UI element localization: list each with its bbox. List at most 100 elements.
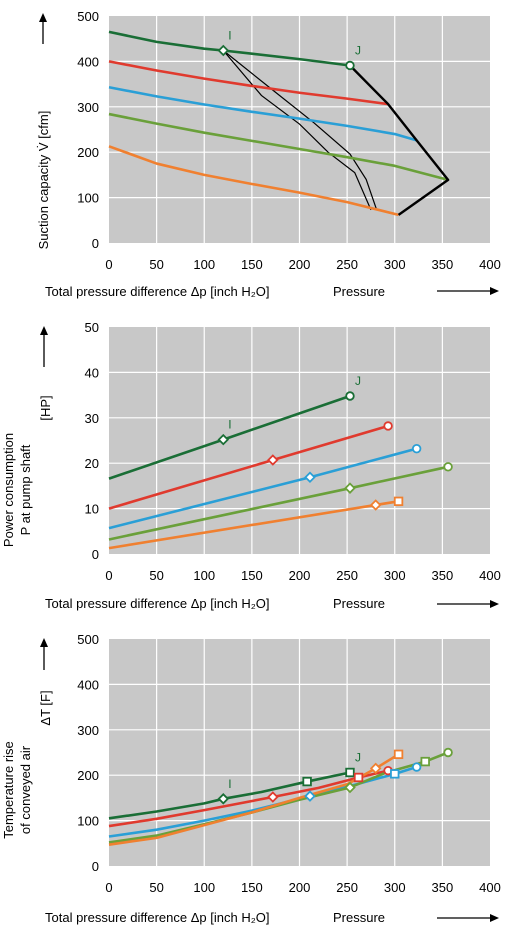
chart-panel-2: 0 50 100 150 200 250 300 350 400 0 10 20 30 40 50 Power…	[1, 320, 501, 611]
x-tick-label: 150	[241, 880, 263, 895]
x-tick-label: 100	[193, 880, 215, 895]
y-axis-unit: ΔT [F]	[38, 690, 53, 725]
x-tick-label: 400	[479, 568, 501, 583]
marker-circle	[411, 443, 422, 454]
marker-diamond	[217, 44, 230, 57]
x-tick-label: 200	[289, 568, 311, 583]
marker-diamond	[369, 762, 382, 775]
marker-diamond	[344, 482, 356, 494]
series-line-4	[108, 112, 449, 182]
marker-diamond	[344, 781, 356, 794]
y-arrow-head	[40, 326, 48, 335]
y-arrow-head	[40, 638, 48, 647]
y-tick-label: 10	[85, 502, 99, 517]
marker-square	[420, 756, 430, 767]
x-arrow-head	[490, 600, 499, 608]
y-tick-label: 50	[85, 320, 99, 335]
x-tick-label: 300	[384, 880, 406, 895]
marker-circle	[411, 762, 422, 772]
x-tick-label: 0	[105, 568, 112, 583]
x-tick-label: 300	[384, 568, 406, 583]
x-tick-label: 100	[193, 257, 215, 272]
marker-label: I	[228, 777, 231, 791]
marker-label: I	[228, 418, 231, 432]
marker-square	[302, 776, 312, 787]
series-line-5	[108, 753, 400, 846]
y-tick-label: 0	[92, 859, 99, 874]
marker-square	[393, 749, 404, 760]
y-tick-label: 400	[77, 54, 99, 69]
x-tick-label: 0	[105, 880, 112, 895]
x-tick-label: 50	[149, 880, 163, 895]
x-tick-label: 200	[289, 880, 311, 895]
x-tick-label: 350	[432, 880, 454, 895]
y-tick-label: 40	[85, 365, 99, 380]
marker-diamond	[267, 454, 279, 466]
marker-label: J	[355, 374, 361, 388]
x-tick-label: 400	[479, 880, 501, 895]
marker-circle	[443, 747, 453, 758]
y-tick-label: 30	[85, 411, 99, 426]
x-arrow-head	[490, 914, 499, 922]
x-tick-label: 400	[479, 257, 501, 272]
x-axis-label: Total pressure difference Δp [inch H₂O]	[45, 596, 270, 611]
y-tick-label: 300	[77, 100, 99, 115]
y-tick-label: 500	[77, 9, 99, 24]
marker-square	[390, 769, 400, 779]
y-axis-label: Suction capacity V̇ [cfm]	[36, 111, 51, 250]
x-axis-label: Total pressure difference Δp [inch H₂O]	[45, 284, 270, 299]
marker-circle	[345, 60, 355, 71]
marker-diamond	[217, 793, 230, 805]
x-tick-label: 0	[105, 257, 112, 272]
y-tick-label: 100	[77, 191, 99, 206]
x-tick-label: 350	[432, 257, 454, 272]
y-axis-label: Temperature rise of conveyed air	[1, 741, 33, 839]
x-axis-label: Total pressure difference Δp [inch H₂O]	[45, 910, 270, 925]
y-tick-label: 20	[85, 456, 99, 471]
x-tick-label: 300	[384, 257, 406, 272]
y-tick-label: 200	[77, 145, 99, 160]
x-tick-label: 250	[336, 568, 358, 583]
operating-envelope	[349, 64, 450, 216]
x-direction-label: Pressure	[333, 284, 385, 299]
iso-line	[222, 50, 378, 211]
marker-diamond	[217, 433, 230, 446]
iso-line	[222, 50, 372, 211]
x-tick-label: 150	[241, 257, 263, 272]
x-tick-label: 150	[241, 568, 263, 583]
series-line-4	[108, 751, 449, 844]
marker-label: J	[355, 43, 361, 57]
marker-circle	[345, 391, 355, 401]
x-tick-label: 350	[432, 568, 454, 583]
marker-circle	[383, 421, 393, 431]
y-axis-label: Power consumption P at pump shaft	[1, 433, 33, 547]
y-tick-label: 100	[77, 814, 99, 829]
y-axis-unit: [HP]	[38, 395, 53, 420]
x-tick-label: 250	[336, 257, 358, 272]
x-tick-label: 50	[149, 568, 163, 583]
marker-label: J	[355, 750, 361, 764]
y-tick-label: 200	[77, 768, 99, 783]
series-line-5	[108, 145, 399, 217]
marker-label: I	[228, 29, 231, 43]
chart-panel-3: 0 50 100 150 200 250 300 350 400 0 100 200 300 400 500…	[1, 632, 501, 925]
y-tick-label: 0	[92, 547, 99, 562]
y-tick-label: 0	[92, 236, 99, 251]
y-arrow-head	[39, 13, 47, 22]
marker-diamond	[369, 499, 382, 511]
x-tick-label: 100	[193, 568, 215, 583]
x-direction-label: Pressure	[333, 596, 385, 611]
marker-diamond	[267, 791, 279, 803]
x-direction-label: Pressure	[333, 910, 385, 925]
marker-square	[393, 496, 404, 507]
marker-diamond	[304, 471, 316, 484]
y-tick-label: 400	[77, 677, 99, 692]
chart-panel-1: 0 50 100 150 200 250 300 350 400 0 100 200 300 400 500…	[36, 9, 501, 299]
marker-square	[353, 772, 364, 783]
y-tick-label: 300	[77, 723, 99, 738]
series-line-2	[108, 60, 389, 106]
marker-circle	[443, 462, 453, 472]
series-line-3	[108, 86, 418, 142]
